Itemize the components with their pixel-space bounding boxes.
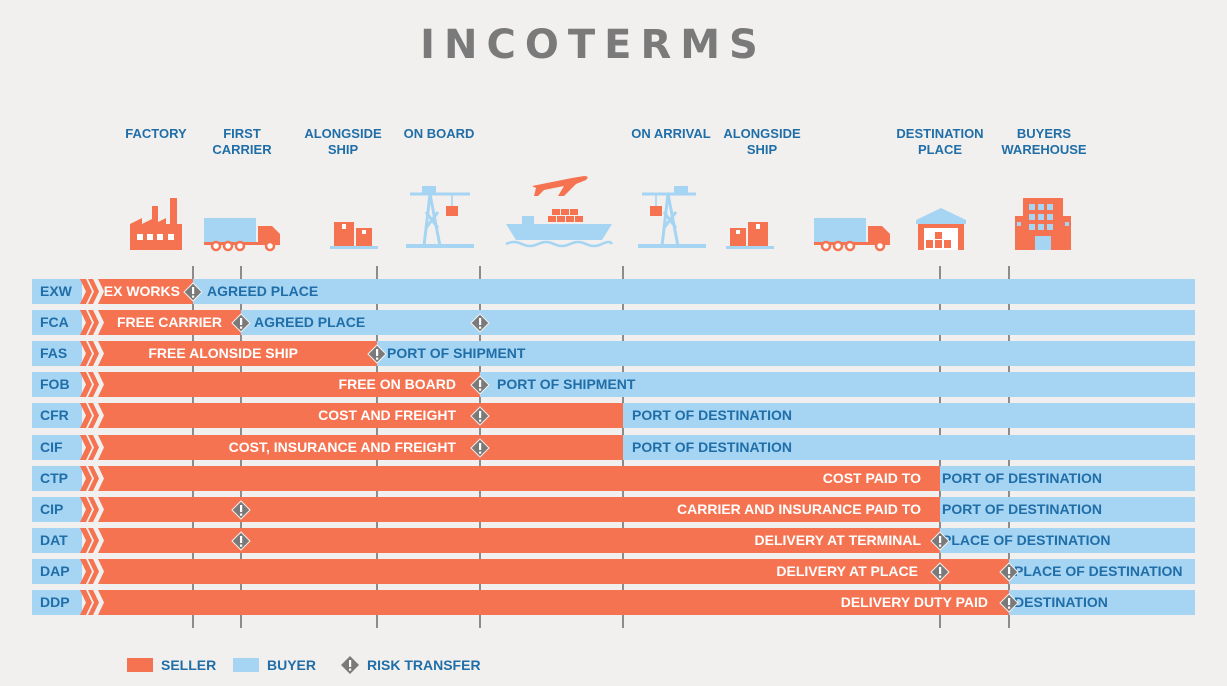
legend-seller-label: SELLER	[161, 657, 217, 673]
place-header-on-board: ON BOARD	[403, 126, 475, 141]
chevron-icon	[80, 372, 99, 397]
place-header-destination-place: DESTINATION PLACE	[896, 126, 984, 157]
term-code: DDP	[32, 590, 82, 615]
risk-transfer-icon	[930, 561, 950, 582]
legend-risk-icon	[341, 656, 359, 674]
seller-bar: FREE ALONSIDE SHIP	[98, 341, 377, 366]
term-code: DAT	[32, 528, 82, 553]
legend-risk-label: RISK TRANSFER	[367, 657, 481, 673]
truck-icon	[204, 218, 280, 252]
seller-bar: COST, INSURANCE AND FREIGHT	[98, 435, 623, 460]
seller-bar: COST PAID TO	[98, 466, 940, 491]
plane-ship-icon	[505, 176, 614, 248]
place-header-on-arrival: ON ARRIVAL	[631, 126, 711, 141]
buyer-bar: PORT OF DESTINATION	[940, 497, 1195, 522]
term-code: FCA	[32, 310, 82, 335]
seller-bar: EX WORKS	[98, 279, 193, 304]
chevron-icon	[80, 559, 99, 584]
term-code: CFR	[32, 403, 82, 428]
chevron-icon	[80, 497, 99, 522]
buyer-bar: AGREED PLACE	[193, 279, 1195, 304]
buyer-bar: PORT OF SHIPMENT	[377, 341, 1195, 366]
buyer-bar: PORT OF SHIPMENT	[480, 372, 1195, 397]
boxes-icon-destination	[726, 222, 774, 249]
term-code: FOB	[32, 372, 82, 397]
place-header-buyers-warehouse: BUYERS WAREHOUSE	[1001, 126, 1087, 157]
page-title: INCOTERMS	[420, 22, 767, 68]
place-header-alongside-ship-destination: ALONGSIDE SHIP	[723, 126, 801, 157]
buyer-bar: PLACE OF DESTINATION	[940, 528, 1195, 553]
buyer-bar: PORT OF DESTINATION	[940, 466, 1195, 491]
risk-transfer-icon	[183, 281, 203, 302]
seller-bar: DELIVERY AT PLACE	[98, 559, 1009, 584]
place-header-factory: FACTORY	[125, 126, 187, 141]
risk-transfer-icon	[999, 561, 1019, 582]
crane-icon-destination	[638, 186, 706, 248]
chevron-icon	[80, 279, 99, 304]
chevron-icon	[80, 528, 99, 553]
chevron-icon	[80, 341, 99, 366]
chevron-icon	[80, 435, 99, 460]
term-code: EXW	[32, 279, 82, 304]
legend-seller-swatch	[127, 658, 153, 672]
seller-bar: COST AND FREIGHT	[98, 403, 623, 428]
place-header-alongside-ship: ALONGSIDE SHIP	[304, 126, 382, 157]
chevron-icon	[80, 590, 99, 615]
seller-bar: DELIVERY AT TERMINAL	[98, 528, 940, 553]
seller-bar: FREE CARRIER	[98, 310, 241, 335]
seller-bar: CARRIER AND INSURANCE PAID TO	[98, 497, 940, 522]
buyer-bar: AGREED PLACE	[241, 310, 1195, 335]
term-code: FAS	[32, 341, 82, 366]
term-code: DAP	[32, 559, 82, 584]
risk-transfer-icon	[470, 374, 490, 395]
risk-transfer-icon	[930, 530, 950, 551]
seller-bar: FREE ON BOARD	[98, 372, 480, 397]
truck-icon-destination	[814, 218, 890, 252]
chevron-icon	[80, 466, 99, 491]
warehouse-icon	[916, 208, 966, 250]
term-code: CIF	[32, 435, 82, 460]
factory-icon	[130, 198, 182, 250]
place-header-first-carrier: FIRST CARRIER	[212, 126, 272, 157]
crane-icon	[406, 186, 474, 248]
risk-transfer-icon	[470, 312, 490, 333]
seller-bar: DELIVERY DUTY PAID	[98, 590, 1009, 615]
buyer-bar: DESTINATION	[1009, 590, 1195, 615]
risk-transfer-icon	[231, 530, 251, 551]
boxes-icon	[330, 222, 378, 249]
buyer-bar: PORT OF DESTINATION	[623, 403, 1195, 428]
risk-transfer-icon	[470, 405, 490, 426]
building-icon	[1015, 198, 1071, 250]
risk-transfer-icon	[470, 437, 490, 458]
buyer-bar: PLACE OF DESTINATION	[1009, 559, 1195, 584]
risk-transfer-icon	[231, 312, 251, 333]
term-code: CTP	[32, 466, 82, 491]
risk-transfer-icon	[999, 592, 1019, 613]
legend-buyer-label: BUYER	[267, 657, 317, 673]
risk-transfer-icon	[367, 343, 387, 364]
risk-transfer-icon	[231, 499, 251, 520]
buyer-bar: PORT OF DESTINATION	[623, 435, 1195, 460]
term-code: CIP	[32, 497, 82, 522]
chevron-icon	[80, 403, 99, 428]
legend-buyer-swatch	[233, 658, 259, 672]
chevron-icon	[80, 310, 99, 335]
